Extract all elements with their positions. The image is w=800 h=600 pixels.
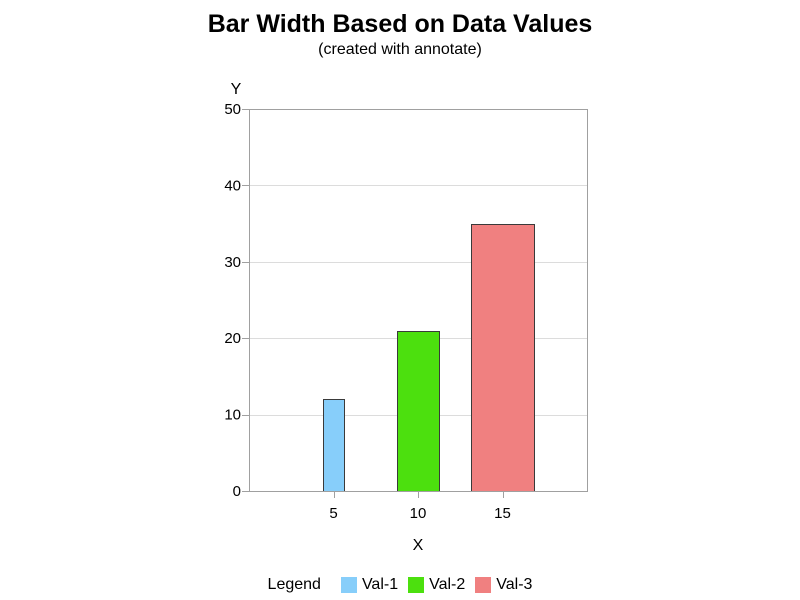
legend-swatch-val-1 [340, 577, 357, 593]
legend-title: Legend [267, 576, 321, 593]
y-tick-label: 10 [224, 407, 241, 424]
x-axis-label: X [413, 537, 424, 554]
legend-item-val-1: Val-1 [340, 576, 399, 594]
legend-label-val-3: Val-3 [496, 576, 533, 593]
y-axis-label: Y [231, 81, 242, 98]
y-tick-label: 30 [224, 254, 241, 271]
y-tick-label: 40 [224, 177, 241, 194]
chart-title: Bar Width Based on Data Values [207, 10, 593, 38]
bar-layer [323, 224, 535, 492]
chart-subtitle: (created with annotate) [318, 41, 482, 58]
legend: Legend Val-1 Val-2 Val-3 [0, 574, 800, 596]
bar-val-1 [323, 399, 345, 492]
x-tick-label: 15 [494, 505, 511, 522]
y-tick-label: 50 [224, 101, 241, 118]
legend-label-val-2: Val-2 [429, 576, 466, 593]
legend-swatch-val-3 [475, 577, 492, 593]
x-tick-label: 10 [410, 505, 427, 522]
bar-val-2 [397, 331, 440, 492]
bar-chart: 0 10 20 30 40 50 5 10 15 Y X [224, 81, 588, 554]
x-tick-label: 5 [329, 505, 337, 522]
legend-label-val-1: Val-1 [361, 576, 399, 593]
y-tick-label: 0 [233, 483, 241, 500]
y-tick-label: 20 [224, 330, 241, 347]
legend-item-val-2: Val-2 [408, 576, 465, 594]
legend-item-val-3: Val-3 [475, 576, 532, 594]
legend-swatch-val-2 [408, 577, 425, 593]
tick-layer: 0 10 20 30 40 50 5 10 15 [224, 101, 511, 522]
bar-val-3 [471, 224, 535, 492]
